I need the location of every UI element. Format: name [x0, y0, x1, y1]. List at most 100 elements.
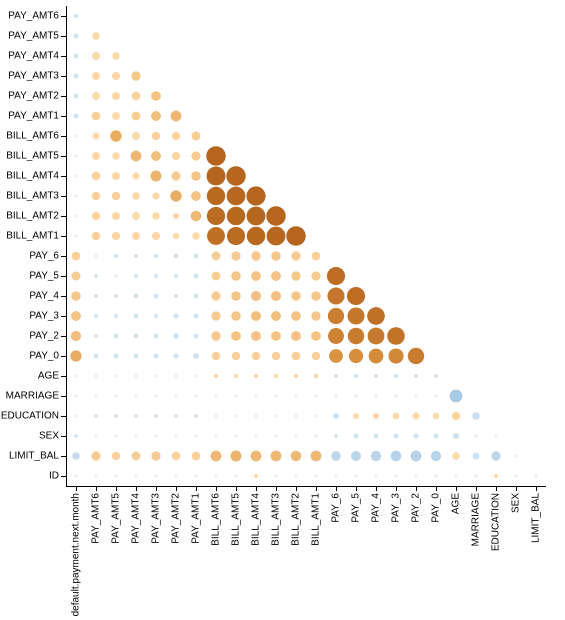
correlation-dot	[91, 171, 101, 181]
correlation-dot	[174, 394, 178, 398]
correlation-dot	[113, 353, 119, 359]
correlation-dot	[250, 450, 262, 462]
correlation-dot	[353, 433, 359, 439]
correlation-dot	[294, 414, 298, 418]
correlation-dot	[194, 394, 198, 398]
correlation-dot	[94, 254, 98, 258]
correlation-dot	[193, 273, 199, 279]
correlation-dot	[271, 351, 281, 361]
correlation-dot	[133, 333, 139, 339]
correlation-dot	[271, 331, 281, 341]
x-tick-label: PAY_2	[411, 493, 422, 523]
correlation-dot	[74, 174, 78, 178]
correlation-dot	[91, 111, 101, 121]
x-tick-label: PAY_AMT4	[131, 493, 142, 544]
x-tick-label: PAY_0	[431, 493, 442, 523]
correlation-dot	[174, 374, 178, 378]
correlation-dot	[313, 373, 319, 379]
correlation-dot	[254, 414, 258, 418]
correlation-dot	[74, 154, 78, 158]
correlation-dot	[388, 348, 404, 364]
correlation-dot	[92, 132, 100, 140]
correlation-dot	[91, 231, 101, 241]
correlation-dot	[94, 434, 98, 438]
correlation-dot	[134, 394, 138, 398]
correlation-dot	[412, 412, 420, 420]
correlation-dot	[132, 192, 140, 200]
correlation-dot	[353, 413, 359, 419]
y-tick-label: ID	[49, 471, 59, 482]
correlation-dot	[94, 414, 98, 418]
correlation-dot	[132, 232, 140, 240]
correlation-dot	[452, 452, 460, 460]
y-tick-label: LIMIT_BAL	[9, 451, 59, 462]
correlation-dot	[333, 413, 339, 419]
correlation-dot	[414, 394, 418, 398]
correlation-dot	[231, 351, 241, 361]
correlation-dot	[370, 450, 382, 462]
correlation-dot	[114, 434, 118, 438]
y-tick-label: MARRIAGE	[6, 391, 60, 402]
correlation-dot	[347, 327, 365, 345]
correlation-dot	[74, 234, 78, 238]
correlation-dot	[392, 412, 400, 420]
correlation-dot	[251, 331, 261, 341]
correlation-dot	[153, 293, 159, 299]
correlation-dot	[74, 414, 78, 418]
correlation-dot	[271, 311, 281, 321]
correlation-dot	[474, 434, 478, 438]
y-tick-label: AGE	[38, 371, 59, 382]
y-tick-label: PAY_0	[29, 351, 59, 362]
correlation-dot	[111, 191, 121, 201]
correlation-dot	[214, 434, 218, 438]
x-tick-label: PAY_AMT1	[191, 493, 202, 544]
correlation-dot	[251, 291, 261, 301]
correlation-dot	[152, 232, 160, 240]
y-tick-label: BILL_AMT3	[6, 191, 59, 202]
correlation-dot	[274, 434, 278, 438]
y-tick-label: EDUCATION	[1, 411, 59, 422]
correlation-dot	[111, 451, 121, 461]
correlation-dot	[132, 212, 140, 220]
x-tick-label: SEX	[511, 493, 522, 513]
correlation-dot	[74, 434, 78, 438]
correlation-dot	[346, 286, 366, 306]
correlation-dot	[271, 271, 281, 281]
correlation-dot	[246, 206, 266, 226]
correlation-dot	[74, 214, 78, 218]
y-tick-label: PAY_AMT6	[8, 11, 59, 22]
correlation-dot	[70, 330, 82, 342]
y-tick-label: PAY_4	[29, 291, 59, 302]
correlation-dot	[174, 414, 178, 418]
correlation-dot	[173, 313, 179, 319]
correlation-dot	[153, 333, 159, 339]
y-tick-label: PAY_6	[29, 251, 59, 262]
correlation-dot	[351, 451, 361, 461]
correlation-dot	[393, 433, 399, 439]
correlation-dot	[333, 373, 339, 379]
correlation-dot	[211, 331, 221, 341]
correlation-dot	[133, 313, 139, 319]
correlation-dot	[226, 226, 246, 246]
correlation-dot	[372, 412, 380, 420]
correlation-dot	[494, 434, 498, 438]
correlation-dot	[153, 313, 159, 319]
y-tick-label: BILL_AMT6	[6, 131, 59, 142]
x-tick-label: BILL_AMT2	[291, 493, 302, 546]
correlation-dot	[73, 53, 79, 59]
correlation-dot	[274, 414, 278, 418]
x-tick-label: BILL_AMT6	[211, 493, 222, 546]
correlation-dot	[71, 271, 81, 281]
correlation-dot	[291, 251, 301, 261]
correlation-dot	[94, 474, 98, 478]
correlation-dot	[134, 434, 138, 438]
correlation-dot	[74, 134, 78, 138]
correlation-dot	[314, 394, 318, 398]
x-tick-label: BILL_AMT5	[231, 493, 242, 546]
correlation-cells	[70, 13, 538, 478]
correlation-dot	[114, 394, 118, 398]
correlation-dot	[211, 251, 221, 261]
correlation-dot	[334, 434, 338, 438]
correlation-dot	[91, 451, 101, 461]
correlation-dot	[194, 414, 198, 418]
